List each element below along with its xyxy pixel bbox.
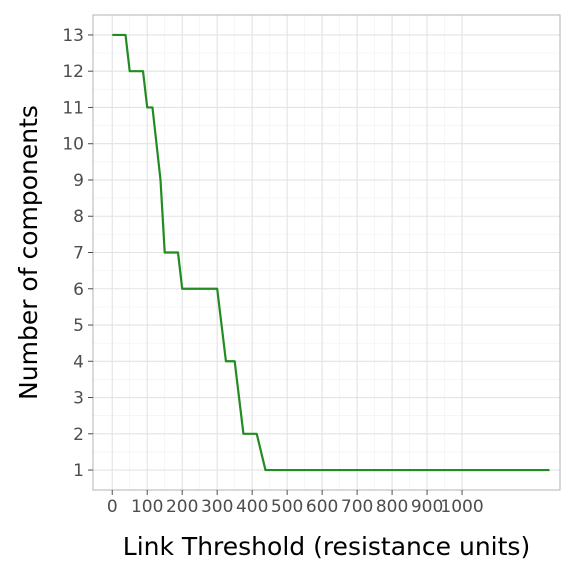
y-tick-label: 2 (73, 425, 84, 445)
x-tick-label: 700 (341, 497, 373, 517)
y-tick-label: 3 (73, 389, 84, 409)
x-axis-title: Link Threshold (resistance units) (123, 532, 530, 561)
x-tick-label: 500 (271, 497, 303, 517)
x-tick-label: 100 (131, 497, 163, 517)
y-tick-label: 8 (73, 207, 84, 227)
x-tick-label: 600 (306, 497, 338, 517)
y-tick-label: 6 (73, 280, 84, 300)
y-axis-title: Number of components (14, 105, 43, 400)
x-tick-label: 200 (166, 497, 198, 517)
x-tick-label: 800 (376, 497, 408, 517)
y-tick-label: 5 (73, 316, 84, 336)
y-tick-label: 4 (73, 352, 84, 372)
y-tick-label: 12 (62, 62, 84, 82)
series-line (112, 33, 550, 472)
x-tick-label: 400 (236, 497, 268, 517)
major-grid (93, 15, 560, 490)
y-tick-label: 10 (62, 135, 84, 155)
x-tick-label: 0 (107, 497, 118, 517)
x-tick-label: 300 (201, 497, 233, 517)
y-tick-label: 13 (62, 26, 84, 46)
series-layer (112, 33, 550, 472)
y-tick-label: 11 (62, 98, 84, 118)
x-tick-label: 900 (411, 497, 443, 517)
y-tick-label: 7 (73, 244, 84, 264)
x-tick-label: 1000 (440, 497, 483, 517)
y-tick-label: 1 (73, 461, 84, 481)
y-tick-label: 9 (73, 171, 84, 191)
